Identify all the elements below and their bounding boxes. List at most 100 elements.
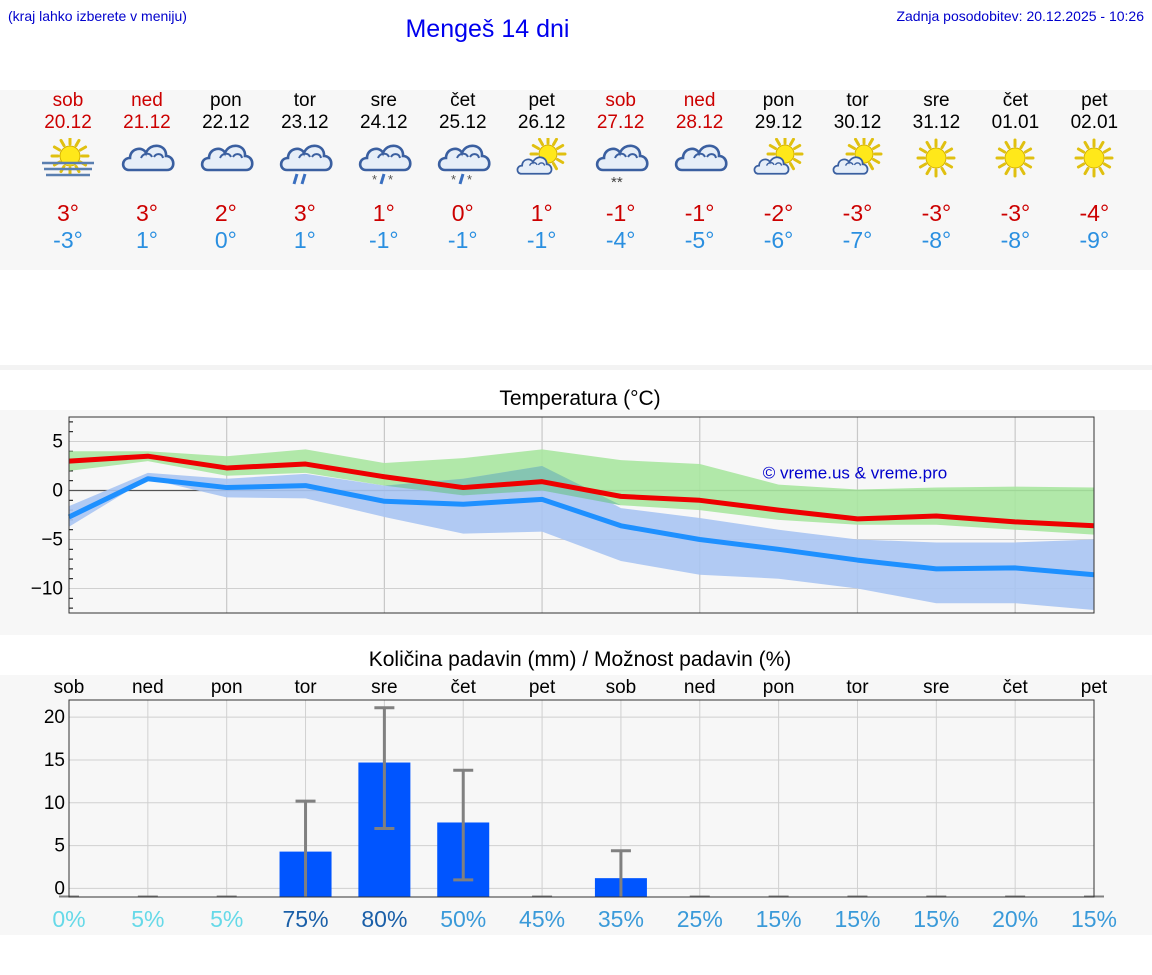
partly-cloudy-icon [832,135,882,175]
temp-min: -3° [53,227,83,253]
min-temp-line [67,476,1095,578]
temp-max: -4° [1079,200,1110,226]
weather-icon [749,135,809,193]
temp-max: 3° [135,200,158,226]
precip-probability: 45% [519,906,565,932]
precip-probability: 15% [834,906,880,932]
x-category-label: pon [211,677,243,698]
page-title: Mengeš 14 dni [405,15,570,43]
separator [0,365,1152,370]
temp-min: -9° [1079,227,1110,253]
temp-max: 1° [372,200,395,226]
forecast-day: pet 26.12 1° -1° [502,90,582,253]
precip-probability: 15% [1071,906,1117,932]
temperature-chart-title: Temperatura (°C) [499,387,661,410]
y-tick-label: 5 [52,432,63,453]
day-date: 01.01 [991,112,1040,133]
forecast-day: pon 22.12 2° 0° [186,90,266,253]
temp-max: 3° [57,200,79,226]
y-tick-label: 0 [54,878,65,899]
weather-icon [828,135,888,193]
temp-max: -1° [684,200,715,226]
x-category-label: pon [763,677,795,698]
x-category-label: čet [451,677,477,698]
fog-sun-icon [42,136,94,177]
daily-forecast-strip: sob 20.12 3° -3° ned 21.12 3° 1° pon 22.12 2° 0° tor… [0,90,1152,270]
x-category-label: tor [846,677,869,698]
partly-cloudy-icon [753,135,804,175]
precip-probability: 75% [283,906,329,932]
partly-cloudy-icon [516,135,567,175]
weather-icon [38,136,98,193]
temp-min: -8° [1000,227,1031,253]
y-tick-label: −5 [41,530,63,551]
day-name: sre [923,90,950,111]
day-name: pon [762,90,795,111]
day-date: 29.12 [754,112,803,133]
weather-icon: ** [591,138,651,193]
day-date: 27.12 [596,112,645,133]
y-tick-label: 20 [44,707,65,728]
weather-icon [117,138,177,193]
cloud-rain-icon [279,144,333,185]
weather-icon: ** [354,138,414,193]
x-category-label: tor [294,677,317,698]
temp-min: -1° [368,227,399,253]
precip-probability: 35% [598,906,644,932]
day-date: 20.12 [44,112,92,133]
watermark: © vreme.us & vreme.pro [763,464,947,483]
day-name: čet [450,90,476,111]
x-category-label: pet [529,677,556,698]
weather-icon [196,138,256,193]
forecast-day: čet 25.12 0° -1° * * [423,90,503,253]
precipitation-chart-title: Količina padavin (mm) / Možnost padavin … [368,648,792,671]
day-date: 24.12 [360,112,408,133]
forecast-day: sre 24.12 1° -1° * * [344,90,424,253]
day-name: pet [528,90,555,111]
sun-icon [916,138,956,178]
day-name: čet [1002,90,1029,111]
x-category-label: čet [1002,677,1028,698]
day-name: ned [131,90,163,111]
last-updated: Zadnja posodobitev: 20.12.2025 - 10:26 [896,8,1144,24]
day-name: ned [683,90,716,111]
cloud-snow-icon: ** [595,144,649,191]
precip-probability: 5% [210,906,243,932]
temp-max: -1° [605,200,636,226]
precip-probability: 5% [131,906,164,932]
y-tick-label: 15 [44,750,65,771]
svg-text:*: * [372,172,377,187]
y-tick-label: 5 [54,836,65,857]
weather-icon [1064,138,1124,193]
temp-max: 0° [451,200,474,226]
temp-max: -3° [842,200,873,226]
forecast-day: pet 02.01 -4° -9° [1054,90,1134,253]
day-name: sre [370,90,397,111]
y-tick-label: −10 [31,579,63,600]
x-category-label: ned [684,677,716,698]
day-date: 28.12 [675,112,724,133]
forecast-day: sob 27.12 -1° -4° ** [581,90,661,253]
temp-min: 0° [214,227,237,253]
temp-min: -1° [526,227,557,253]
plot-area [69,700,1094,897]
sun-icon [1074,138,1114,178]
svg-text:*: * [451,172,456,187]
temp-min: -6° [763,227,794,253]
forecast-day: ned 21.12 3° 1° [107,90,187,253]
temp-max: -3° [921,200,952,226]
x-category-label: sob [606,677,637,698]
cloudy-icon [200,144,254,172]
day-name: pet [1081,90,1108,111]
weather-icon: ** [433,138,493,193]
forecast-day: ned 28.12 -1° -5° [660,90,740,253]
plot-border [68,416,1095,614]
x-category-label: ned [132,677,164,698]
day-name: tor [846,90,869,111]
day-name: sob [605,90,636,111]
day-date: 21.12 [123,112,171,133]
day-date: 23.12 [281,112,329,133]
cloudy-icon [674,144,728,172]
day-date: 30.12 [833,112,882,133]
temp-max: 1° [530,200,553,226]
